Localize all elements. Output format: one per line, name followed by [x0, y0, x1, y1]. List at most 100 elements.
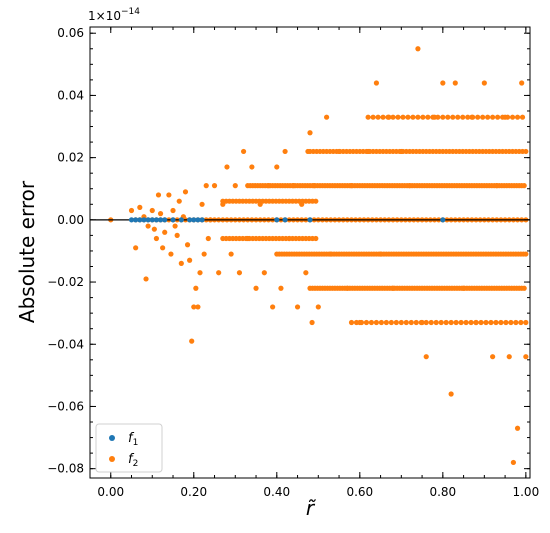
data-point-f2: [435, 114, 441, 120]
data-point-f2: [450, 114, 456, 120]
data-point-f2: [523, 319, 529, 326]
data-point-f2: [498, 319, 504, 326]
data-point-f2: [523, 354, 529, 360]
data-point-f2: [483, 319, 489, 326]
data-point-f2: [470, 114, 476, 120]
data-point-f2: [201, 251, 207, 257]
data-point-f1: [157, 217, 164, 223]
data-point-f2: [523, 148, 529, 155]
data-point-f2: [378, 319, 384, 326]
data-point-f2: [400, 114, 406, 120]
data-point-f1: [141, 217, 147, 223]
data-point-f2: [410, 114, 416, 120]
data-point-f2: [211, 183, 218, 189]
data-point-f2: [160, 245, 166, 251]
legend-marker-f2: [109, 456, 115, 462]
data-point-f1: [307, 217, 313, 223]
data-point-f2: [428, 319, 434, 326]
data-point-f2: [162, 229, 168, 235]
data-point-f2: [504, 114, 511, 120]
data-point-f2: [249, 164, 255, 170]
data-point-f2: [445, 114, 451, 120]
data-point-f2: [216, 270, 222, 276]
data-point-f2: [519, 80, 525, 86]
data-point-f2: [475, 114, 481, 120]
data-point-f2: [187, 257, 193, 263]
data-point-f2: [155, 192, 162, 198]
data-point-f1: [153, 217, 160, 223]
data-point-f2: [363, 319, 370, 326]
data-point-f2: [197, 270, 203, 276]
y-tick-label: 0.06: [57, 26, 84, 40]
data-point-f2: [493, 319, 499, 326]
data-point-f2: [518, 319, 524, 326]
data-point-f2: [415, 46, 421, 52]
data-point-f2: [137, 204, 143, 210]
data-point-f2: [519, 114, 526, 120]
data-point-f2: [236, 270, 243, 276]
data-point-f2: [521, 285, 527, 291]
data-point-f2: [485, 114, 491, 120]
data-point-f2: [182, 189, 189, 195]
data-point-f2: [413, 319, 419, 326]
data-point-f2: [443, 319, 449, 326]
data-point-f2: [193, 285, 199, 291]
data-point-f2: [523, 251, 529, 257]
data-point-f2: [465, 114, 471, 120]
data-point-f2: [393, 319, 399, 326]
data-point-f2: [205, 235, 211, 242]
data-point-f2: [383, 319, 389, 326]
data-point-f2: [423, 354, 429, 360]
data-point-f2: [398, 319, 404, 326]
data-point-f2: [375, 114, 381, 120]
data-point-f2: [430, 114, 436, 120]
data-point-f2: [473, 319, 479, 326]
legend-label-f2-sub: 2: [133, 459, 139, 469]
data-point-f2: [408, 319, 414, 326]
data-point-f2: [458, 319, 464, 326]
y-scale-base: 1×10: [88, 9, 121, 23]
data-point-f2: [313, 235, 319, 242]
data-point-f2: [195, 304, 201, 310]
data-point-f1: [133, 217, 139, 223]
data-point-f2: [253, 285, 259, 291]
data-point-f2: [433, 319, 439, 326]
plot-marks: [90, 46, 530, 466]
data-point-f2: [324, 114, 330, 120]
y-scale-exponent: −14: [121, 7, 140, 17]
legend: f1 f2: [95, 423, 163, 473]
data-point-f2: [153, 235, 160, 242]
legend-marker-f1: [109, 435, 115, 441]
axis-ticks: 0.00 0.20 0.40 0.60 0.80 1.00 −0.08 −0.06 −0.04 −…: [47, 26, 539, 499]
y-axis-title: Absolute error: [15, 180, 39, 323]
x-tick-label: 0.80: [429, 485, 456, 499]
data-point-f2: [509, 114, 516, 120]
data-point-f1: [162, 217, 168, 223]
data-point-f2: [513, 319, 519, 326]
data-point-f2: [438, 319, 444, 326]
x-tick-label: 0.00: [97, 485, 124, 499]
data-point-f2: [151, 226, 157, 232]
data-point-f2: [440, 114, 446, 120]
data-point-f2: [309, 319, 315, 326]
x-tick-label: 0.40: [263, 485, 290, 499]
data-point-f2: [313, 198, 319, 204]
data-point-f1: [282, 217, 288, 223]
data-point-f2: [133, 245, 139, 251]
data-point-f2: [157, 211, 164, 217]
data-point-f2: [203, 183, 209, 189]
data-point-f2: [418, 319, 424, 326]
data-point-f2: [261, 270, 267, 276]
data-point-f2: [510, 459, 516, 466]
data-point-f2: [395, 114, 401, 120]
data-point-f1: [191, 217, 197, 223]
data-point-f2: [440, 80, 446, 86]
data-point-f2: [425, 114, 431, 120]
data-point-f2: [176, 198, 182, 204]
data-point-f1: [199, 217, 205, 223]
y-tick-label: 0.02: [57, 151, 84, 165]
data-point-f2: [166, 192, 172, 198]
data-point-f2: [503, 319, 509, 326]
data-point-f2: [390, 114, 396, 120]
data-point-f1: [274, 217, 280, 223]
